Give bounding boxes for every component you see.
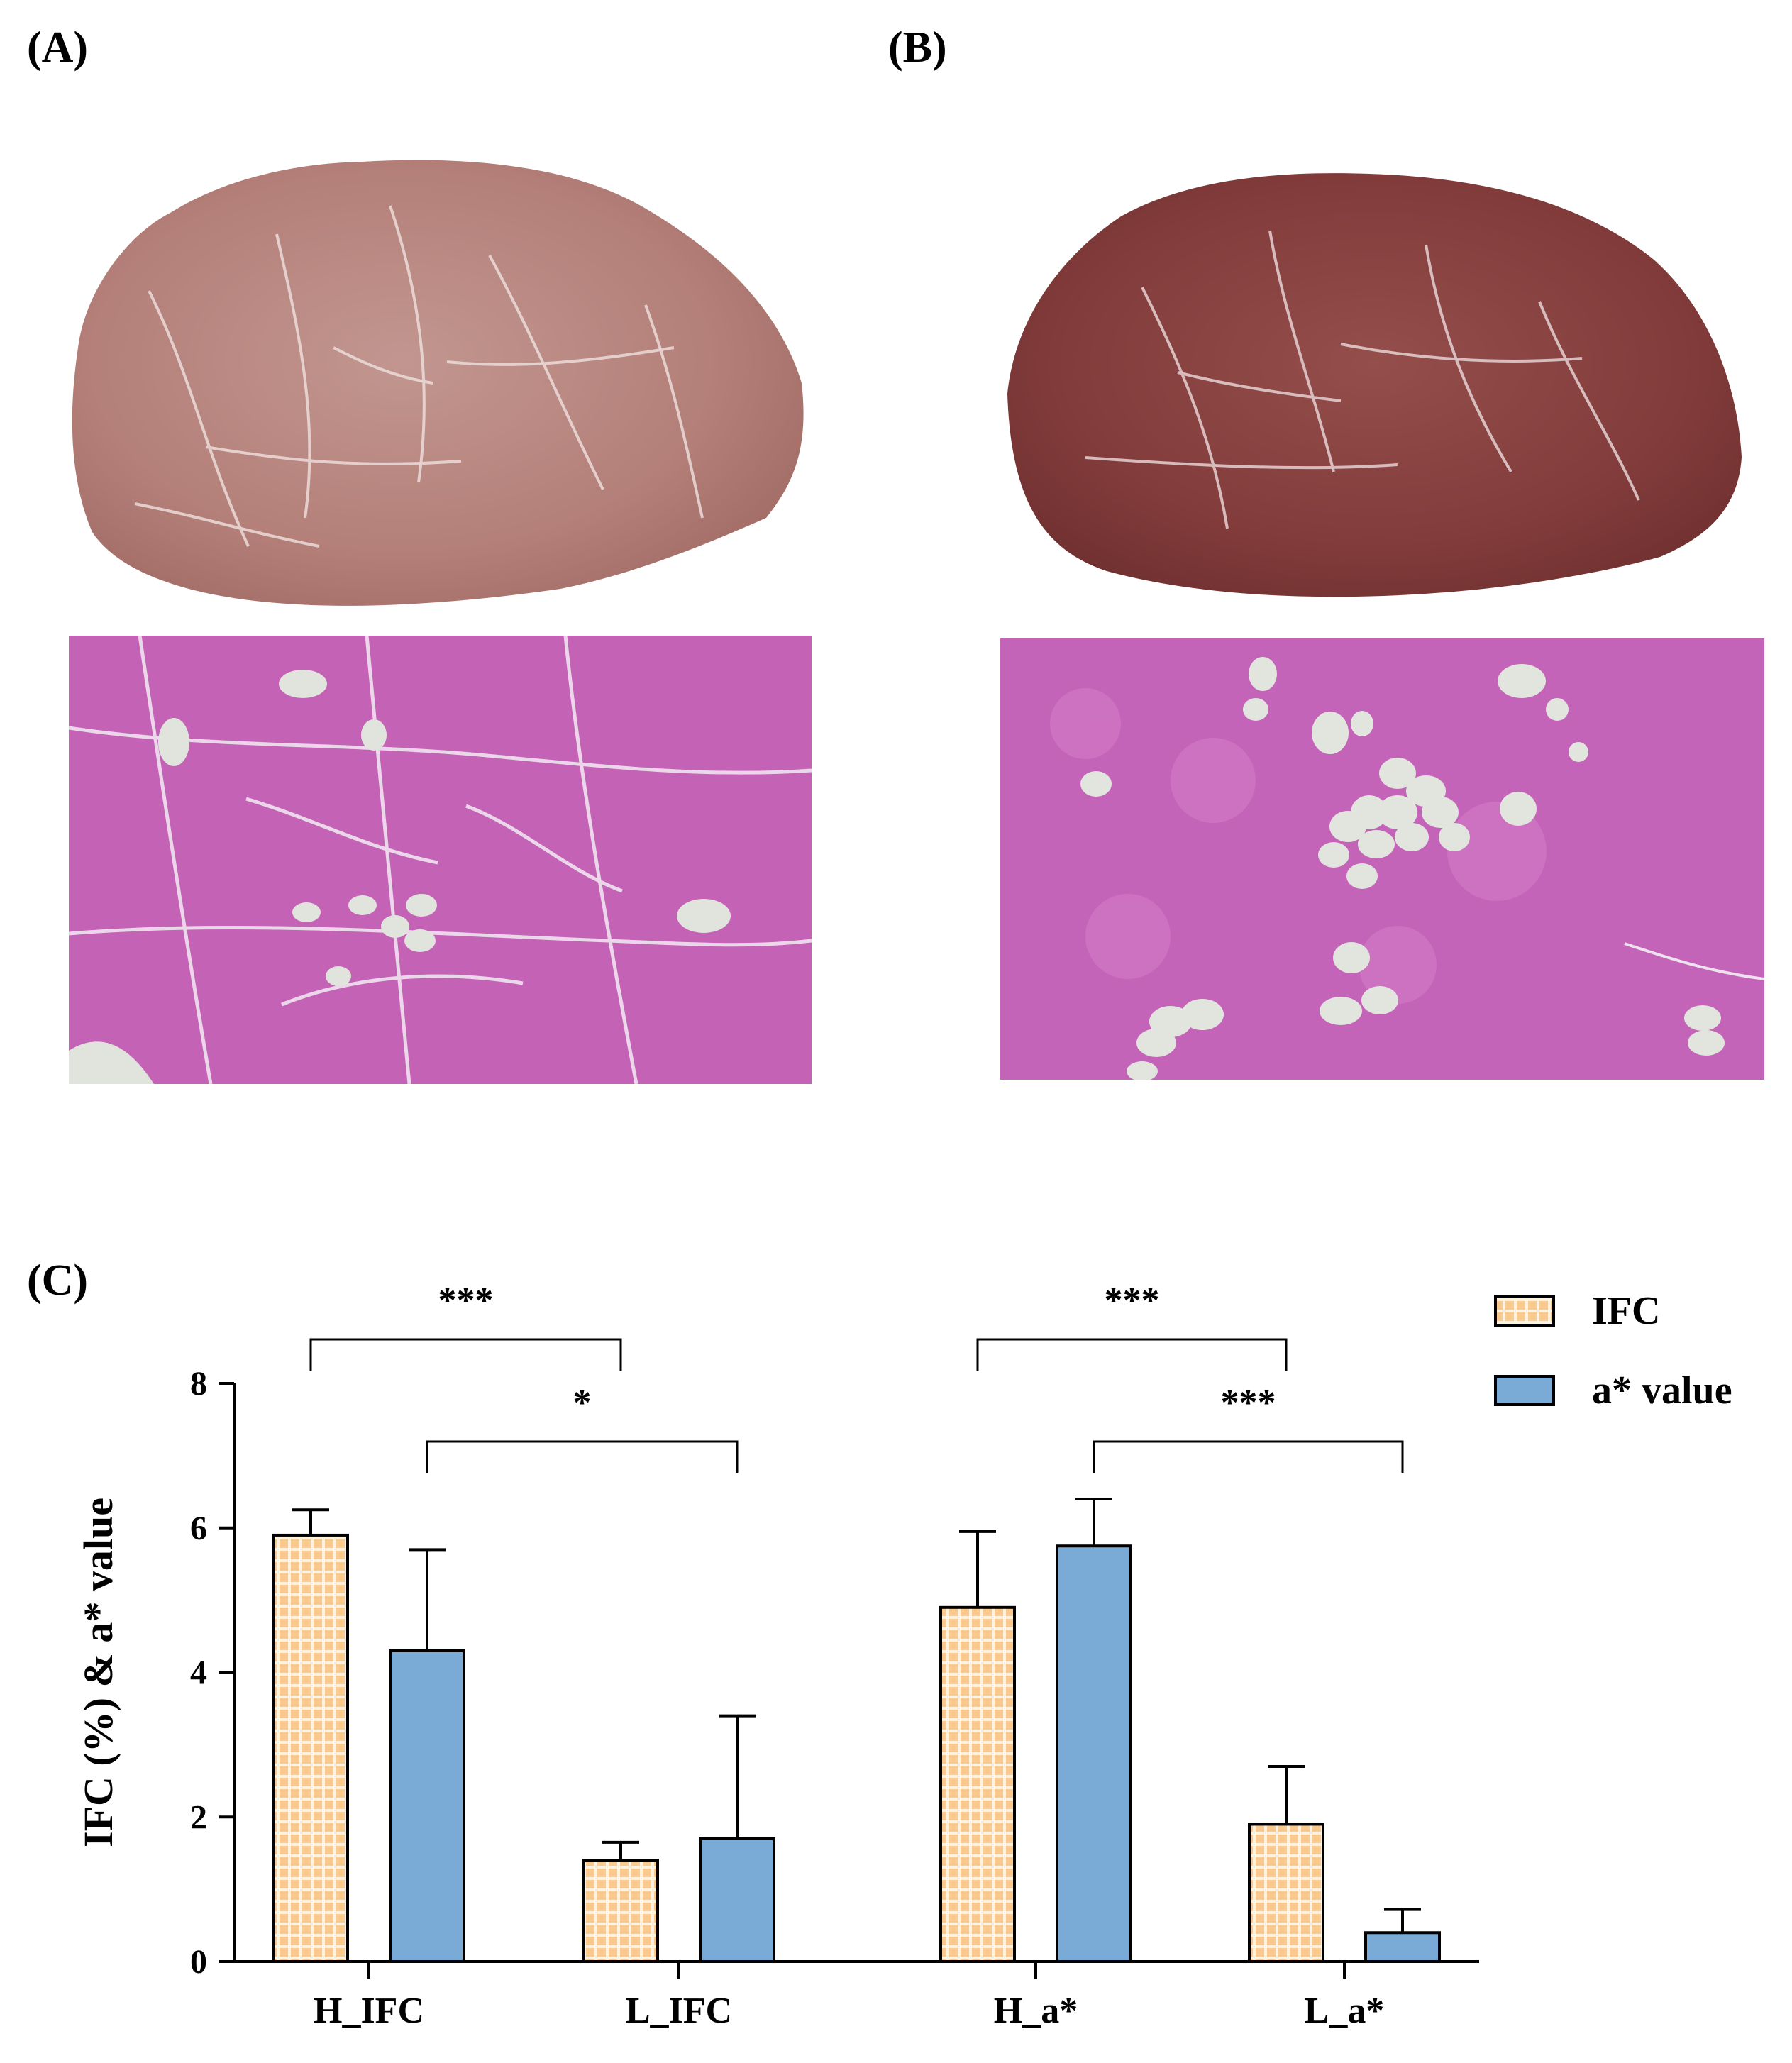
bar xyxy=(1248,1823,1324,1963)
panel-label-a: (A) xyxy=(27,23,89,72)
meat-photo-a xyxy=(72,160,804,606)
histology-image-a xyxy=(69,636,812,1084)
bar xyxy=(389,1649,465,1963)
y-tick-label: 4 xyxy=(190,1654,207,1692)
bar xyxy=(1056,1544,1132,1963)
significance-bracket xyxy=(426,1440,739,1473)
significance-label: * xyxy=(573,1383,592,1423)
legend-swatch xyxy=(1494,1295,1555,1327)
meat-photo-b xyxy=(1007,173,1742,597)
legend-label: a* value xyxy=(1592,1368,1732,1412)
significance-bracket xyxy=(1093,1440,1404,1473)
bar xyxy=(939,1605,1016,1963)
significance-label: *** xyxy=(1221,1383,1276,1423)
y-tick-label: 0 xyxy=(190,1943,207,1981)
significance-label: *** xyxy=(438,1281,494,1321)
bar-chart: 0 2 4 6 8 H_IFC L_IFC H_a* L_a* IFC (%) & a* valu… xyxy=(75,1281,1732,2031)
x-tick-label: H_IFC xyxy=(314,1991,424,2031)
y-tick-label: 8 xyxy=(190,1365,207,1403)
histology-image-b xyxy=(1000,638,1764,1080)
bar xyxy=(1364,1931,1441,1963)
x-tick-label: L_a* xyxy=(1305,1991,1385,2031)
bar xyxy=(699,1837,775,1963)
y-tick-label: 6 xyxy=(190,1510,207,1547)
panel-label-c: (C) xyxy=(27,1256,89,1305)
legend-label: IFC xyxy=(1592,1289,1660,1333)
x-tick-label: L_IFC xyxy=(626,1991,732,2031)
panel-label-b: (B) xyxy=(888,23,947,72)
legend-swatch xyxy=(1494,1375,1555,1406)
significance-bracket xyxy=(976,1338,1288,1371)
significance-label: *** xyxy=(1105,1281,1160,1321)
bar xyxy=(582,1859,659,1963)
y-tick-label: 2 xyxy=(190,1798,207,1836)
significance-bracket xyxy=(309,1338,622,1371)
bar xyxy=(272,1533,349,1963)
x-tick-label: H_a* xyxy=(994,1991,1078,2031)
y-axis-label: IFC (%) & a* value xyxy=(75,1498,121,1847)
